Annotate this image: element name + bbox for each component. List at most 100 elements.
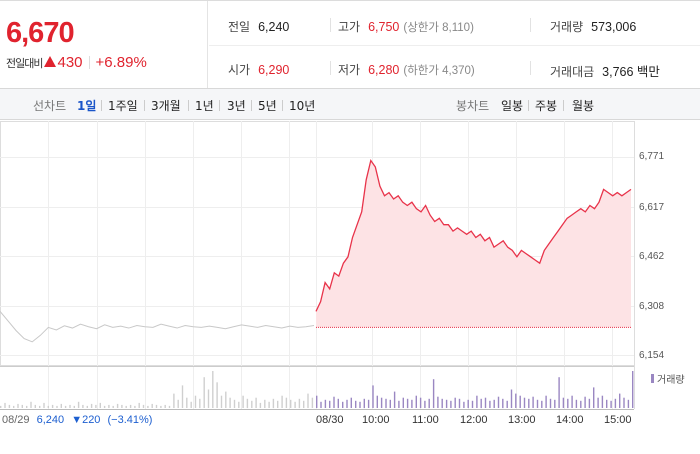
volume-bar: [181, 385, 184, 408]
volume-bar: [324, 399, 327, 408]
volume-bar: [350, 397, 352, 408]
divider: [209, 45, 700, 46]
volume-bar: [528, 398, 530, 409]
volume-bar: [584, 396, 586, 408]
stat-value: 6,750: [368, 20, 400, 34]
volume-bar: [329, 400, 331, 408]
x-tick-label: 13:00: [508, 414, 536, 426]
volume-bar: [333, 396, 335, 408]
volume-bar: [272, 398, 275, 409]
volume-bar: [627, 399, 630, 408]
volume-bar: [134, 405, 136, 408]
tab-3month[interactable]: 3개월: [151, 99, 181, 113]
divider: [101, 100, 102, 111]
volume-bar: [385, 398, 387, 409]
volume-bar: [458, 398, 461, 409]
volume-bar: [441, 398, 443, 409]
volume-bar: [26, 405, 28, 408]
prev-day-line: [0, 311, 315, 343]
stat-label: 거래량: [550, 20, 584, 34]
volume-bar: [614, 398, 617, 409]
volume-bar: [285, 397, 288, 408]
volume-bar: [203, 377, 205, 408]
volume-bar: [376, 395, 378, 408]
volume-bar: [164, 404, 166, 408]
volume-bar: [129, 404, 132, 408]
volume-bar: [515, 393, 517, 408]
volume-bar: [320, 401, 322, 408]
volume-bar: [147, 405, 149, 408]
volume-bar: [480, 398, 482, 409]
volume-bar: [259, 402, 262, 408]
volume-bar: [13, 405, 15, 408]
x-tick-label: 11:00: [412, 414, 439, 426]
volume-bar: [112, 405, 114, 408]
tab-5year[interactable]: 5년: [258, 99, 277, 113]
volume-bar: [567, 398, 569, 409]
stat-label: 시가: [228, 63, 251, 77]
tab-10year[interactable]: 10년: [289, 99, 316, 113]
tab-1day[interactable]: 1일: [77, 99, 97, 113]
volume-bar: [510, 389, 513, 408]
volume-bar: [355, 400, 357, 408]
volume-bar: [471, 400, 474, 408]
y-tick-label: 6,154: [639, 350, 665, 361]
tab-1year[interactable]: 1년: [195, 99, 214, 113]
chart-period-tabs: 선차트 1일 1주일 3개월 1년 3년 5년 10년 봉차트 일봉 주봉 월봉: [0, 88, 700, 120]
volume-bar: [593, 387, 595, 408]
x-tick-label: 08/30: [316, 414, 344, 426]
volume-bar: [380, 397, 383, 408]
volume-bar: [532, 396, 534, 408]
volume-bar: [303, 400, 305, 408]
tab-3year[interactable]: 3년: [227, 99, 246, 113]
volume-bar: [367, 399, 370, 408]
volume-bar: [419, 397, 422, 408]
volume-bar: [632, 371, 634, 408]
divider: [563, 100, 564, 111]
y-tick-label: 6,771: [639, 151, 665, 162]
volume-bar: [346, 399, 348, 408]
volume-bar: [463, 401, 465, 408]
prev-day-series-line: [0, 311, 315, 343]
low-stat: 저가 6,280 (하한가 4,370): [338, 61, 475, 78]
volume-bar: [580, 400, 582, 408]
divider: [330, 61, 331, 75]
divider: [251, 100, 252, 111]
change-amount: 430: [57, 54, 83, 71]
tab-1week[interactable]: 1주일: [108, 99, 138, 113]
volume-bar: [398, 400, 400, 408]
price-chart[interactable]: 6,771 6,617 6,462 6,308 6,154 거래량 08/29 …: [0, 121, 700, 450]
volume-bar: [125, 405, 127, 408]
volume-bar: [476, 395, 478, 408]
volume-bar: [155, 404, 158, 408]
volume-bar: [103, 405, 106, 408]
tab-daily-candle[interactable]: 일봉: [501, 99, 524, 113]
volume-bar: [60, 403, 62, 408]
volume-bar: [571, 395, 573, 408]
volume-bar: [411, 399, 413, 408]
stat-label: 전일: [228, 20, 251, 34]
x-tick-label: 14:00: [556, 414, 584, 426]
volume-bar: [281, 395, 283, 408]
volume-bar: [173, 393, 175, 408]
change-label: 전일대비: [6, 56, 43, 70]
volume-bar: [30, 401, 32, 408]
volume-bar: [610, 400, 612, 408]
prev-close-stat: 전일 6,240: [228, 18, 289, 35]
tab-weekly-candle[interactable]: 주봉: [535, 99, 558, 113]
volume-bar: [168, 405, 171, 408]
prev-day-info: 08/29 6,240 ▼220 (−3.41%): [2, 414, 152, 426]
y-tick-label: 6,308: [639, 301, 665, 312]
divider: [188, 100, 189, 111]
change-percent: +6.89%: [95, 54, 147, 71]
volume-bar: [43, 402, 45, 408]
volume-bar: [225, 391, 227, 408]
volume-bar: [151, 403, 153, 408]
volume-bar: [601, 395, 604, 408]
volume-bar: [251, 400, 253, 408]
volume-bar: [575, 399, 578, 408]
stat-value: 3,766 백만: [602, 65, 660, 79]
volume-bar: [606, 399, 608, 408]
volume-bar: [424, 400, 426, 408]
tab-monthly-candle[interactable]: 월봉: [572, 99, 595, 113]
